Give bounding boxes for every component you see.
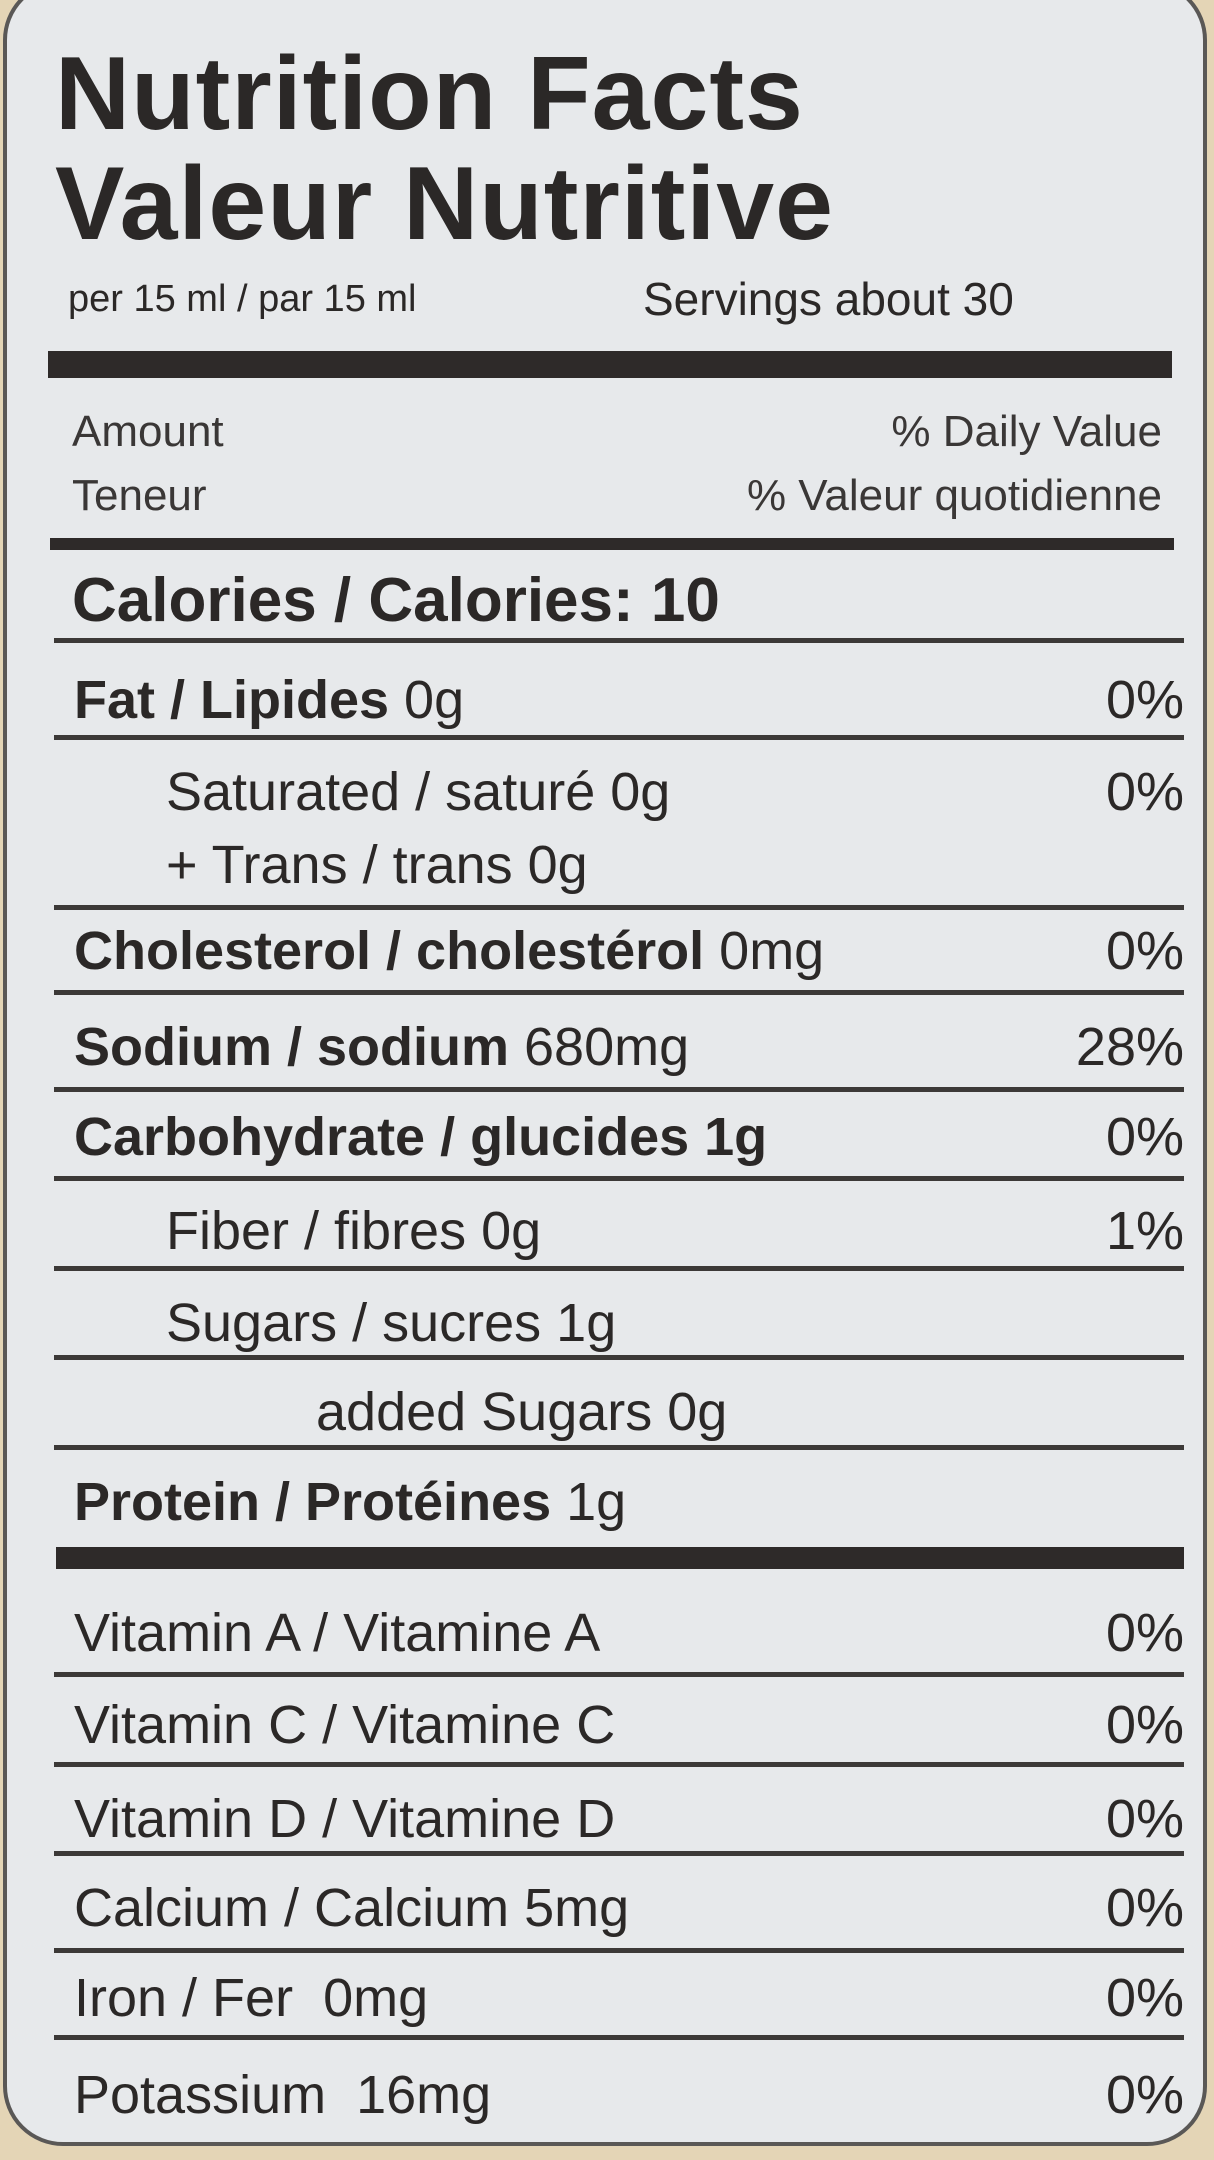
nutrient-amount: Vitamin A / Vitamine A	[74, 1603, 601, 1663]
calories: Calories / Calories: 10	[72, 566, 720, 635]
amount-header: Amount	[72, 407, 224, 456]
nutrient-row-cholesterol: Cholesterol / cholestérol 0mg 0%	[74, 921, 1184, 981]
nutrient-amount: 1g	[551, 1472, 627, 1532]
daily-value: 0%	[1105, 1695, 1184, 1755]
divider	[54, 1948, 1184, 1953]
divider	[54, 735, 1184, 740]
daily-value: 28%	[1075, 1017, 1184, 1077]
divider	[54, 638, 1184, 643]
divider	[54, 1355, 1184, 1360]
nutrient-row-carbohydrate: Carbohydrate / glucides 1g 0%	[74, 1107, 1184, 1167]
nutrient-amount: Saturated / saturé 0g	[166, 762, 671, 822]
nutrient-name: Sodium / sodium	[74, 1017, 510, 1077]
nutrient-amount: 680mg	[509, 1017, 690, 1077]
nutrient-row-fat: Fat / Lipides 0g 0%	[74, 670, 1184, 730]
nutrient-amount: 0g	[389, 670, 465, 730]
teneur-header: Teneur	[72, 471, 207, 520]
nutrient-amount: 0mg	[704, 921, 825, 981]
daily-value: 0%	[1105, 1968, 1184, 2028]
nutrient-name: Fat / Lipides	[74, 670, 390, 730]
nutrient-name: Carbohydrate / glucides 1g	[74, 1107, 768, 1167]
divider	[54, 1762, 1184, 1767]
daily-value: 0%	[1105, 762, 1184, 822]
nutrient-row-vitamin-c: Vitamin C / Vitamine C 0%	[74, 1695, 1184, 1755]
nutrient-amount: Potassium 16mg	[74, 2065, 492, 2125]
nutrient-amount: Fiber / fibres 0g	[166, 1201, 542, 1261]
nutrient-row-vitamin-d: Vitamin D / Vitamine D 0%	[74, 1789, 1184, 1849]
daily-value: 0%	[1105, 670, 1184, 730]
daily-value-header: % Daily Value	[891, 407, 1162, 456]
nutrient-amount: Vitamin D / Vitamine D	[74, 1789, 616, 1849]
servings-per-container: Servings about 30	[643, 273, 1014, 325]
title-french: Valeur Nutritive	[55, 146, 834, 262]
nutrient-name: Protein / Protéines	[74, 1472, 552, 1532]
nutrient-amount: + Trans / trans 0g	[166, 835, 588, 895]
nutrient-row-protein: Protein / Protéines 1g	[74, 1472, 1184, 1532]
divider	[54, 1087, 1184, 1092]
divider	[54, 905, 1184, 910]
nutrient-row-vitamin-a: Vitamin A / Vitamine A 0%	[74, 1603, 1184, 1663]
nutrient-row-sugars: Sugars / sucres 1g	[74, 1293, 1184, 1353]
nutrient-row-added-sugars: added Sugars 0g	[74, 1382, 1184, 1442]
divider	[54, 1176, 1184, 1181]
daily-value: 1%	[1105, 1201, 1184, 1261]
serving-size: per 15 ml / par 15 ml	[68, 278, 417, 320]
thick-divider	[48, 351, 1172, 378]
divider	[54, 1266, 1184, 1271]
daily-value: 0%	[1105, 1107, 1184, 1167]
nutrient-amount: added Sugars 0g	[316, 1382, 728, 1442]
nutrient-row-trans: + Trans / trans 0g	[74, 835, 1184, 895]
nutrient-amount: Vitamin C / Vitamine C	[74, 1695, 616, 1755]
medium-divider	[50, 538, 1174, 550]
divider	[54, 1445, 1184, 1450]
divider	[54, 1851, 1184, 1856]
divider	[54, 1672, 1184, 1677]
nutrient-amount: Calcium / Calcium 5mg	[74, 1878, 630, 1938]
nutrient-row-sodium: Sodium / sodium 680mg 28%	[74, 1017, 1184, 1077]
valeur-quotidienne-header: % Valeur quotidienne	[746, 471, 1162, 520]
nutrient-row-saturated: Saturated / saturé 0g 0%	[74, 762, 1184, 822]
nutrient-row-potassium: Potassium 16mg 0%	[74, 2065, 1184, 2125]
nutrient-name: Cholesterol / cholestérol	[74, 921, 705, 981]
nutrient-row-iron: Iron / Fer 0mg 0%	[74, 1968, 1184, 2028]
thick-divider	[56, 1547, 1184, 1569]
daily-value: 0%	[1105, 921, 1184, 981]
daily-value: 0%	[1105, 1878, 1184, 1938]
daily-value: 0%	[1105, 1789, 1184, 1849]
nutrient-amount: Iron / Fer 0mg	[74, 1968, 429, 2028]
nutrient-amount: Sugars / sucres 1g	[166, 1293, 617, 1353]
nutrient-row-fiber: Fiber / fibres 0g 1%	[74, 1201, 1184, 1261]
nutrient-row-calcium: Calcium / Calcium 5mg 0%	[74, 1878, 1184, 1938]
title-english: Nutrition Facts	[55, 36, 804, 152]
divider	[54, 2035, 1184, 2040]
daily-value: 0%	[1105, 1603, 1184, 1663]
daily-value: 0%	[1105, 2065, 1184, 2125]
divider	[54, 990, 1184, 995]
